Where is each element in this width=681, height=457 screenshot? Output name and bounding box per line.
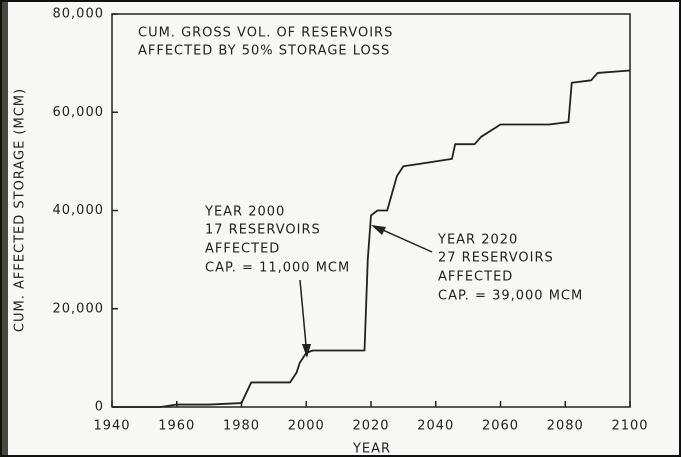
annotation: CAP. = 11,000 MCM [205,261,350,276]
annotation: AFFECTED [438,270,513,285]
y-tick-label: 0 [95,400,104,415]
annotation: CAP. = 39,000 MCM [438,289,583,304]
background [0,0,681,457]
x-tick-label: 1940 [93,419,130,434]
title-line: CUM. GROSS VOL. OF RESERVOIRS [138,26,393,41]
y-tick-label: 40,000 [53,203,105,218]
x-tick-label: 2040 [417,419,454,434]
x-tick-label: 2060 [482,419,519,434]
x-tick-label: 1960 [158,419,195,434]
y-tick-label: 80,000 [53,7,105,22]
annotation: 17 RESERVOIRS [205,223,321,238]
chart: CUM. GROSS VOL. OF RESERVOIRS AFFECTED B… [0,0,681,457]
x-axis-label: YEAR [352,442,391,457]
annotation: 27 RESERVOIRS [438,251,554,266]
annotation: YEAR 2000 [204,205,285,220]
annotation: YEAR 2020 [437,233,518,248]
y-axis-label: CUM. AFFECTED STORAGE (MCM) [13,88,28,332]
x-tick-label: 2000 [288,419,325,434]
y-tick-label: 60,000 [53,105,105,120]
annotation: AFFECTED [205,242,280,257]
x-tick-label: 2100 [611,419,648,434]
x-tick-label: 1980 [223,419,260,434]
x-tick-label: 2020 [352,419,389,434]
x-tick-label: 2080 [547,419,584,434]
y-tick-label: 20,000 [53,301,105,316]
title-line: AFFECTED BY 50% STORAGE LOSS [138,44,390,59]
